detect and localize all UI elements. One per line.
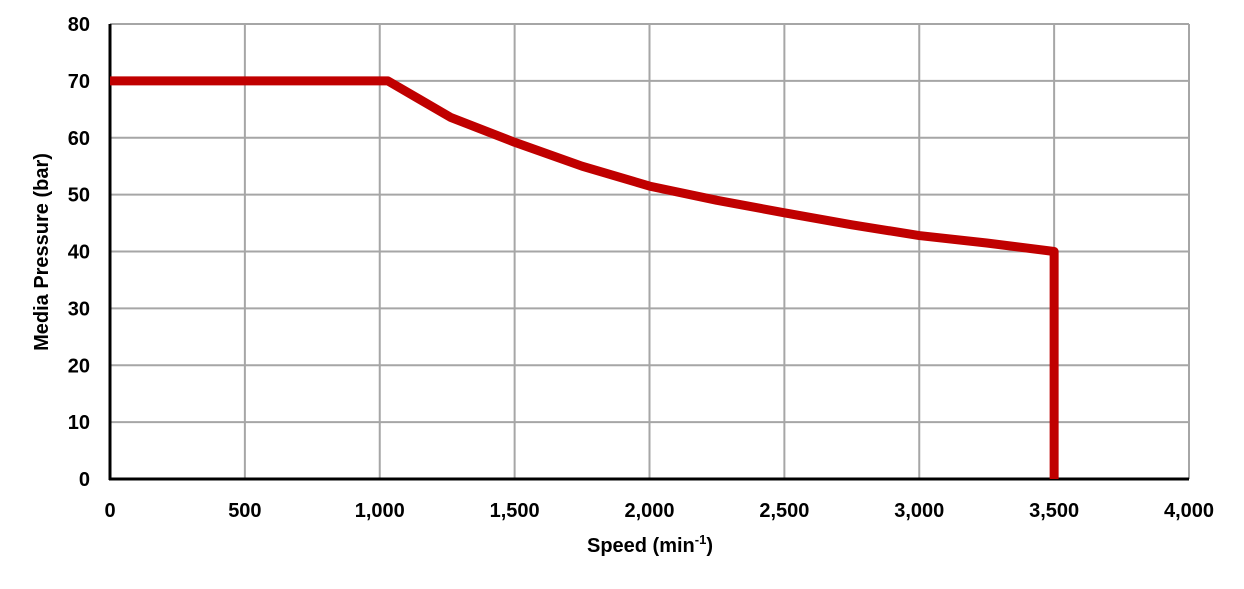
y-tick-label: 50 bbox=[68, 185, 90, 207]
y-tick-label: 30 bbox=[68, 298, 90, 320]
x-axis-label-superscript: -1 bbox=[695, 532, 707, 547]
y-tick-label: 40 bbox=[68, 242, 90, 264]
x-tick-label: 2,000 bbox=[624, 500, 674, 522]
y-tick-label: 80 bbox=[68, 14, 90, 36]
y-axis-label: Media Pressure (bar) bbox=[31, 153, 53, 351]
y-tick-label: 10 bbox=[68, 412, 90, 434]
x-tick-label: 4,000 bbox=[1164, 500, 1214, 522]
x-tick-label: 2,500 bbox=[759, 500, 809, 522]
axes bbox=[108, 24, 1189, 481]
series bbox=[110, 76, 1059, 479]
x-tick-label: 3,500 bbox=[1029, 500, 1079, 522]
y-tick-label: 0 bbox=[79, 469, 90, 491]
y-tick-label: 60 bbox=[68, 128, 90, 150]
x-axis-label-main: Speed (min bbox=[587, 535, 695, 557]
x-tick-label: 3,000 bbox=[894, 500, 944, 522]
y-tick-label: 70 bbox=[68, 71, 90, 93]
x-tick-label: 0 bbox=[104, 500, 115, 522]
y-tick-label: 20 bbox=[68, 355, 90, 377]
x-tick-label: 500 bbox=[228, 500, 261, 522]
grid bbox=[110, 23, 1190, 479]
x-axis-label-end: ) bbox=[706, 535, 713, 557]
x-axis-label: Speed (min-1) bbox=[587, 532, 713, 557]
x-tick-label: 1,000 bbox=[355, 500, 405, 522]
series-line bbox=[110, 76, 1059, 479]
tick-labels: 0 500 1,000 1,500 2,000 2,500 3,000 3,500 4,000 0… bbox=[68, 14, 1214, 522]
x-tick-label: 1,500 bbox=[490, 500, 540, 522]
